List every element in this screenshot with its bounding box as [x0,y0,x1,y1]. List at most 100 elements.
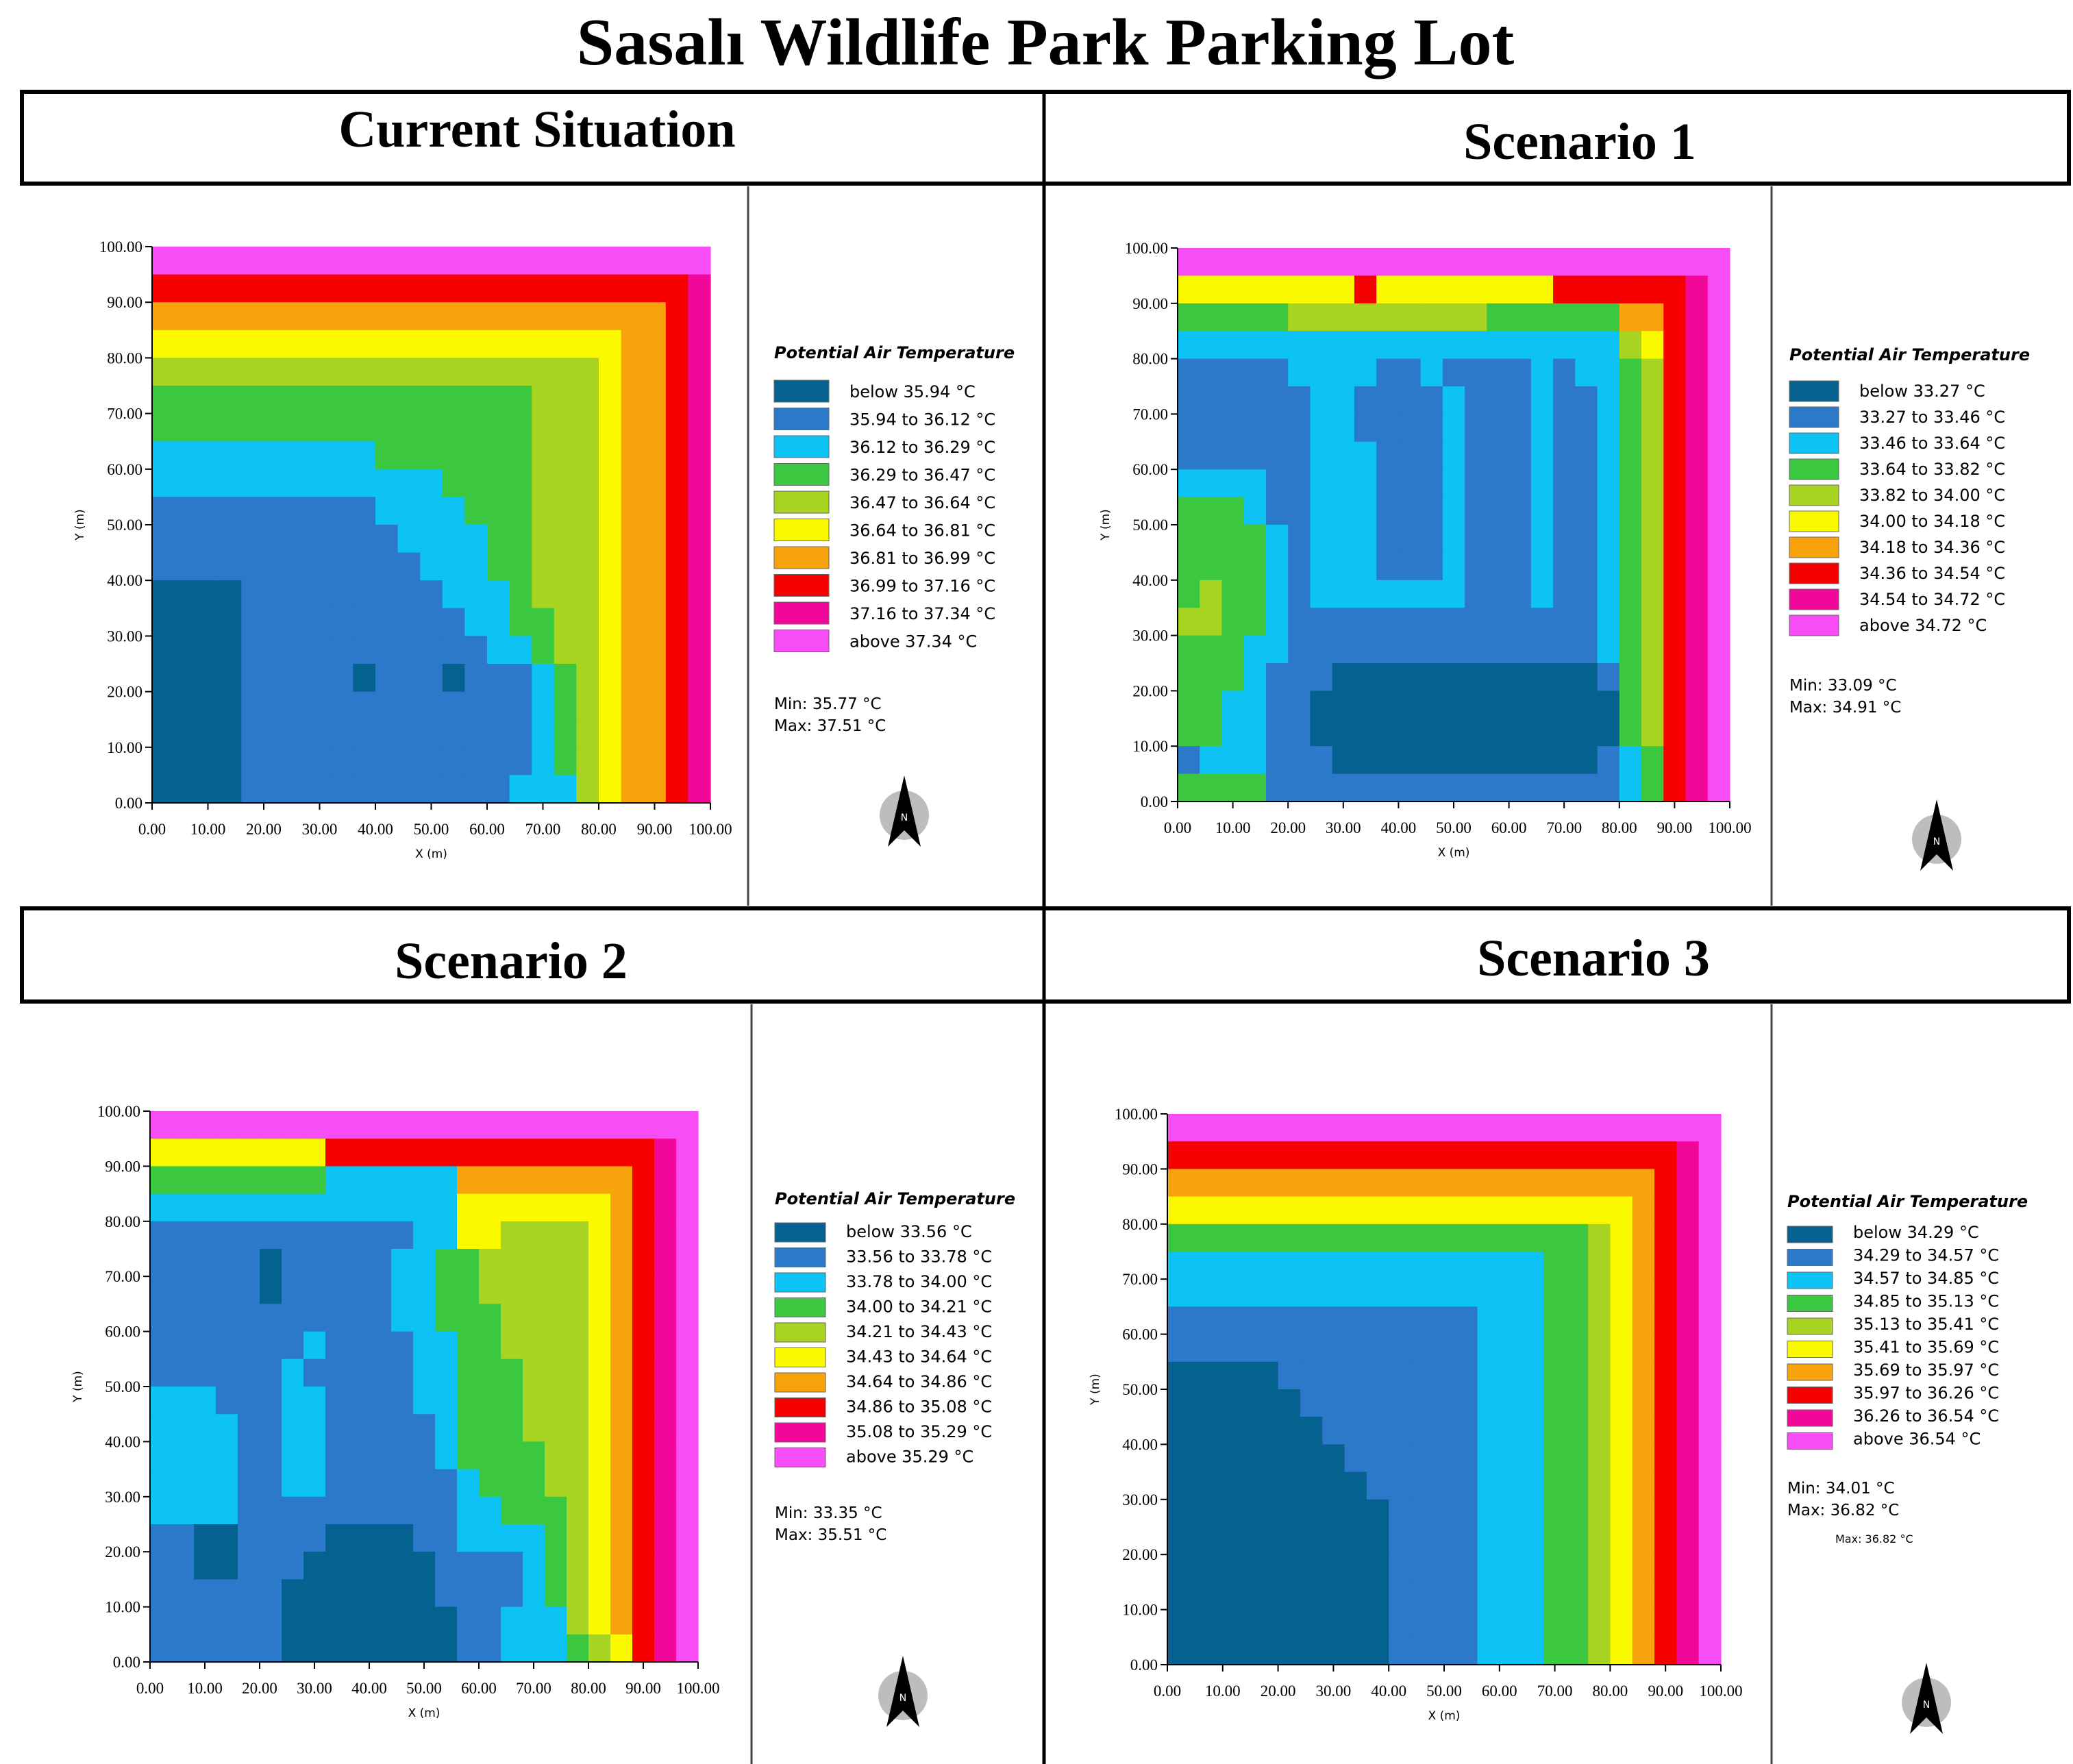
heatmap-cell [241,775,264,804]
heatmap-cell [1442,580,1465,608]
heatmap-cell [1499,1196,1522,1225]
heatmap-cell [688,386,711,414]
x-tick-label: 40.00 [351,1680,387,1697]
heatmap-cell [487,247,510,275]
heatmap-cell [621,386,644,414]
heatmap-cell [1588,1279,1611,1307]
heatmap-cell [501,1634,523,1663]
heatmap-cell [219,664,242,693]
heatmap-cell [1233,1554,1256,1582]
heatmap-cell [282,1304,304,1332]
legend-swatch [773,463,830,486]
heatmap-cell [1243,773,1267,802]
legend-label: 33.82 to 34.00 °C [1859,486,2005,505]
heatmap-cell [1189,1141,1213,1169]
heatmap-cell [1597,608,1620,636]
x-tick-label: 30.00 [1326,819,1361,836]
heatmap-cell [1654,1334,1677,1363]
heatmap-cell [353,330,376,358]
legend-swatch [774,1297,826,1317]
heatmap-cell [286,664,309,693]
heatmap-cell [1178,552,1200,581]
heatmap-cell [576,302,599,331]
heatmap-cell [1300,1527,1323,1555]
legend-swatch [774,1372,826,1393]
x-axis-label: X (m) [408,1706,440,1720]
heatmap-cell [347,1249,370,1277]
heatmap-cell [665,302,688,331]
heatmap-cell [1420,358,1443,387]
heatmap-cell [1189,1554,1213,1582]
heatmap-cell [545,1166,567,1195]
heatmap-cell [688,302,711,331]
heatmap-cell [330,636,353,664]
heatmap-cell [1256,1141,1279,1169]
heatmap-cell [1487,358,1510,387]
heatmap-cell [241,636,264,664]
heatmap-cell [576,580,599,609]
legend-swatch [1789,614,1839,636]
heatmap-cell [197,552,220,581]
heatmap-cell [632,1139,655,1167]
heatmap-cell [1641,580,1664,608]
heatmap-cell [1465,552,1487,581]
legend-swatch [1787,1432,1833,1450]
legend-title: Potential Air Temperature [1789,345,2030,364]
heatmap-cell [1221,303,1245,332]
heatmap-cell [688,441,711,470]
heatmap-cell [1200,303,1223,332]
heatmap-cell [1288,663,1311,691]
heatmap-cell [610,1441,633,1470]
heatmap-cell [219,497,242,525]
heatmap-cell [545,1552,567,1580]
heatmap-cell [1477,1361,1500,1390]
heatmap-cell [501,1111,523,1139]
heatmap-cell [1265,663,1289,691]
legend-title: Potential Air Temperature [1787,1192,2028,1211]
heatmap-cell [588,1606,611,1635]
heatmap-cell [1376,303,1399,332]
heatmap-cell [1530,441,1554,470]
heatmap-cell [1211,1306,1234,1335]
heatmap-cell [1200,691,1223,719]
heatmap-cell [654,1441,677,1470]
heatmap-cell [194,1579,216,1608]
heatmap-cell [1256,1527,1279,1555]
heatmap-cell [1465,248,1487,276]
heatmap-cell [286,274,309,303]
heatmap-cell [501,1358,523,1387]
y-axis-label: Y (m) [71,1371,85,1403]
heatmap-cell [1211,1499,1234,1528]
heatmap-cell [457,1579,480,1608]
heatmap-cell [1221,358,1245,387]
heatmap-cell [1455,1169,1478,1197]
x-tick-label: 70.00 [525,821,561,838]
heatmap-cell [523,1579,545,1608]
heatmap-cell [1310,746,1333,775]
heatmap-cell [1233,1527,1256,1555]
heatmap-cell [219,636,242,664]
heatmap-cell [286,636,309,664]
heatmap-cell [442,525,465,554]
heatmap-cell [1588,1252,1611,1280]
heatmap-cell [264,552,287,581]
heatmap-cell [654,1111,677,1139]
heatmap-cell [621,608,644,636]
heatmap-cell [1233,1582,1256,1611]
heatmap-cell [576,719,599,748]
heatmap-cell [286,525,309,554]
x-tick-label: 30.00 [297,1680,332,1697]
heatmap-cell [457,1111,480,1139]
heatmap-cell [286,608,309,636]
heatmap-cell [501,1304,523,1332]
heatmap-cell [1565,1554,1589,1582]
heatmap-cell [1420,525,1443,553]
heatmap-cell [1442,497,1465,525]
heatmap-cell [688,719,711,748]
heatmap-cell [375,469,399,497]
heatmap-cell [194,1111,216,1139]
heatmap-cell [1300,1141,1323,1169]
heatmap-cell [1233,1141,1256,1169]
heatmap-cell [442,775,465,804]
heatmap-cell [532,469,555,497]
